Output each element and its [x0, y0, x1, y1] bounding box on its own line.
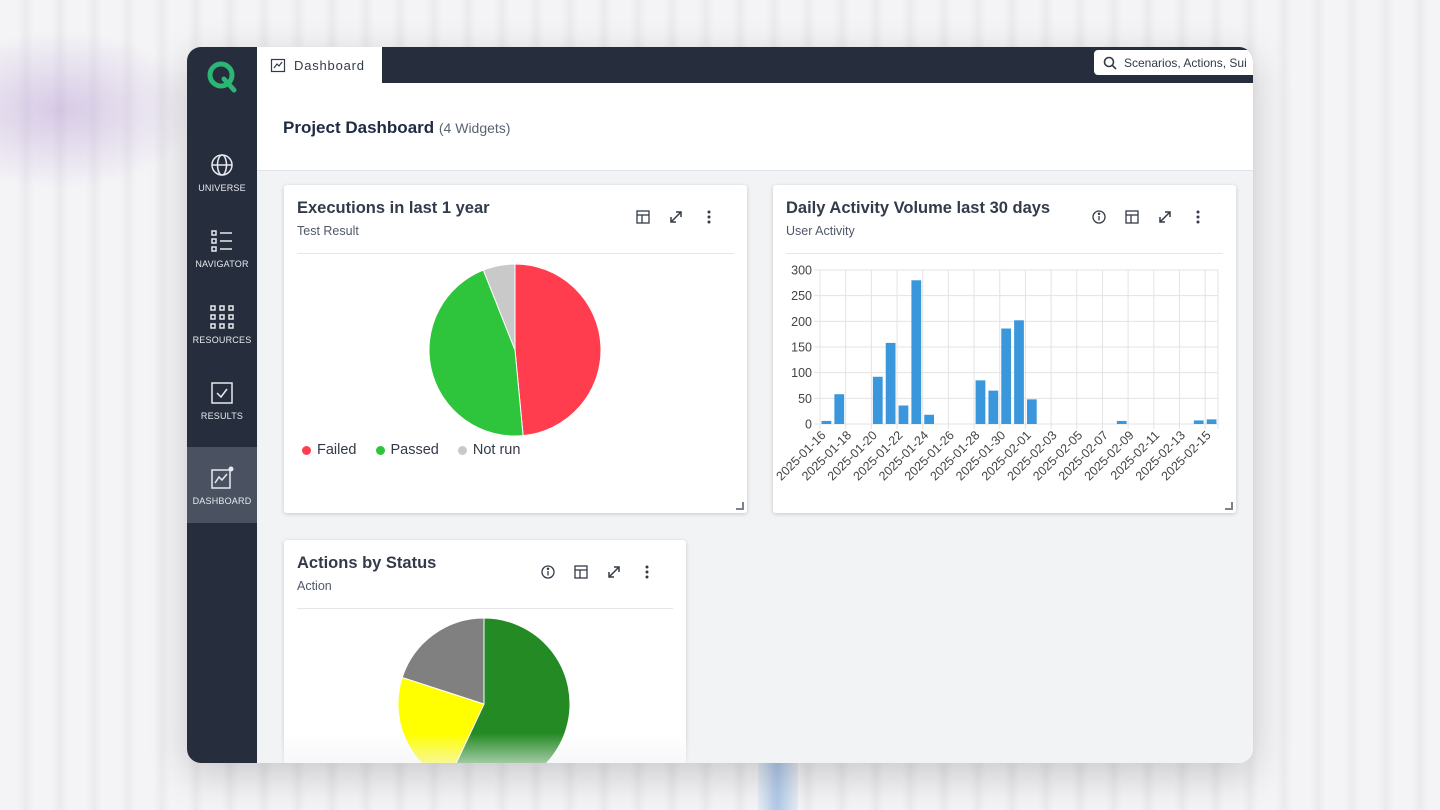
bar-2025-01-16[interactable] — [821, 420, 832, 424]
y-tick-label: 300 — [791, 264, 812, 278]
legend-dot — [302, 445, 311, 455]
background-blur — [0, 30, 200, 190]
y-tick-label: 150 — [791, 341, 812, 355]
app-window: UNIVERSE NAVIGATOR RESOURCES RESULT — [187, 47, 1253, 763]
expand-icon[interactable] — [606, 564, 622, 580]
search-input[interactable]: Scenarios, Actions, Sui — [1094, 50, 1253, 75]
bar-2025-01-29[interactable] — [988, 390, 999, 424]
legend-label: Passed — [390, 442, 439, 458]
bar-2025-01-17[interactable] — [834, 394, 845, 424]
sidebar-item-label: NAVIGATOR — [195, 258, 249, 269]
y-tick-label: 250 — [791, 289, 812, 303]
sidebar-item-universe[interactable]: UNIVERSE — [187, 134, 257, 210]
grid-icon — [210, 304, 234, 329]
legend-label: Failed — [317, 442, 357, 458]
widget-title: Actions by Status — [297, 554, 437, 572]
checkbox-icon — [211, 381, 233, 404]
page-title-text: Project Dashboard — [283, 118, 435, 137]
sidebar-item-results[interactable]: RESULTS — [187, 362, 257, 438]
widget-divider — [297, 608, 673, 609]
sidebar-item-dashboard[interactable]: DASHBOARD — [187, 447, 257, 523]
widget-title: Executions in last 1 year — [297, 199, 490, 217]
list-icon — [211, 229, 232, 252]
y-tick-label: 0 — [805, 418, 812, 432]
y-tick-label: 100 — [791, 366, 812, 380]
info-icon[interactable] — [540, 564, 556, 580]
dashboard-icon — [211, 466, 234, 489]
table-view-icon[interactable] — [573, 564, 589, 580]
legend-item-not-run[interactable]: Not run — [457, 442, 521, 458]
widget-subtitle: Test Result — [297, 224, 359, 238]
bar-2025-01-21[interactable] — [885, 342, 896, 424]
tab-label: Dashboard — [294, 57, 365, 73]
more-options-icon[interactable] — [1190, 209, 1206, 225]
search-text: Scenarios, Actions, Sui — [1124, 55, 1247, 70]
y-tick-label: 50 — [798, 392, 812, 406]
legend-item-passed[interactable]: Passed — [375, 442, 439, 458]
legend-dot — [375, 445, 385, 455]
sidebar: UNIVERSE NAVIGATOR RESOURCES RESULT — [187, 47, 257, 763]
activity-bar-chart: 0501001502002503002025-01-162025-01-1820… — [773, 264, 1219, 483]
top-bar: Dashboard Scenarios, Actions, Sui — [257, 47, 1253, 83]
bar-2025-01-22[interactable] — [898, 405, 909, 424]
page-title: Project Dashboard (4 Widgets) — [283, 118, 510, 138]
legend-dot — [457, 445, 467, 455]
bar-2025-01-28[interactable] — [975, 380, 986, 424]
q-logo-icon[interactable] — [205, 59, 239, 93]
search-icon — [1103, 56, 1117, 70]
background-blur-blue — [758, 762, 798, 810]
executions-pie-chart — [428, 263, 602, 437]
resize-handle[interactable] — [1225, 502, 1233, 510]
sidebar-item-label: DASHBOARD — [192, 495, 252, 506]
sidebar-item-navigator[interactable]: NAVIGATOR — [187, 210, 257, 286]
expand-icon[interactable] — [668, 209, 684, 225]
bar-2025-02-01[interactable] — [1026, 399, 1037, 424]
widget-daily-activity: Daily Activity Volume last 30 days User … — [773, 185, 1236, 513]
legend-label: Not run — [472, 442, 521, 458]
more-options-icon[interactable] — [701, 209, 717, 225]
table-view-icon[interactable] — [1124, 209, 1140, 225]
bar-2025-01-23[interactable] — [911, 280, 922, 424]
widget-subtitle: User Activity — [786, 224, 855, 238]
chart-legend: Failed Passed Not run — [302, 442, 520, 458]
legend-item-failed[interactable]: Failed — [302, 442, 357, 458]
bar-2025-01-24[interactable] — [924, 414, 935, 424]
resize-handle[interactable] — [736, 502, 744, 510]
info-icon[interactable] — [1091, 209, 1107, 225]
tab-dashboard[interactable]: Dashboard — [257, 47, 382, 83]
sidebar-item-resources[interactable]: RESOURCES — [187, 286, 257, 362]
more-options-icon[interactable] — [639, 564, 655, 580]
bar-2025-01-20[interactable] — [872, 376, 883, 424]
expand-icon[interactable] — [1157, 209, 1173, 225]
widget-title: Daily Activity Volume last 30 days — [786, 199, 1051, 217]
sidebar-item-label: RESULTS — [200, 410, 244, 421]
widget-actions-by-status: Actions by Status Action — [284, 540, 686, 763]
widget-divider — [297, 253, 734, 254]
globe-icon — [211, 153, 233, 176]
widget-subtitle: Action — [297, 579, 332, 593]
widget-count: (4 Widgets) — [438, 120, 511, 136]
widget-executions: Executions in last 1 year Test Result Fa… — [284, 185, 747, 513]
bar-2025-01-30[interactable] — [1001, 328, 1012, 424]
page-header: Project Dashboard (4 Widgets) — [257, 83, 1253, 171]
sidebar-item-label: UNIVERSE — [198, 182, 246, 193]
actions-pie-chart — [397, 617, 571, 763]
bar-2025-01-31[interactable] — [1014, 320, 1024, 424]
bar-2025-02-08[interactable] — [1116, 420, 1127, 424]
sidebar-item-label: RESOURCES — [192, 334, 252, 345]
bar-2025-02-15[interactable] — [1206, 419, 1217, 424]
pie-slice-gray[interactable] — [401, 617, 485, 705]
pie-slice-failed[interactable] — [514, 263, 602, 437]
widget-divider — [786, 253, 1223, 254]
table-view-icon[interactable] — [635, 209, 651, 225]
pie-slice-not-run[interactable] — [482, 263, 516, 351]
y-tick-label: 200 — [791, 315, 812, 329]
bar-2025-02-14[interactable] — [1193, 420, 1204, 424]
dashboard-tab-icon — [270, 58, 286, 73]
pie-slice-green[interactable] — [447, 617, 571, 763]
